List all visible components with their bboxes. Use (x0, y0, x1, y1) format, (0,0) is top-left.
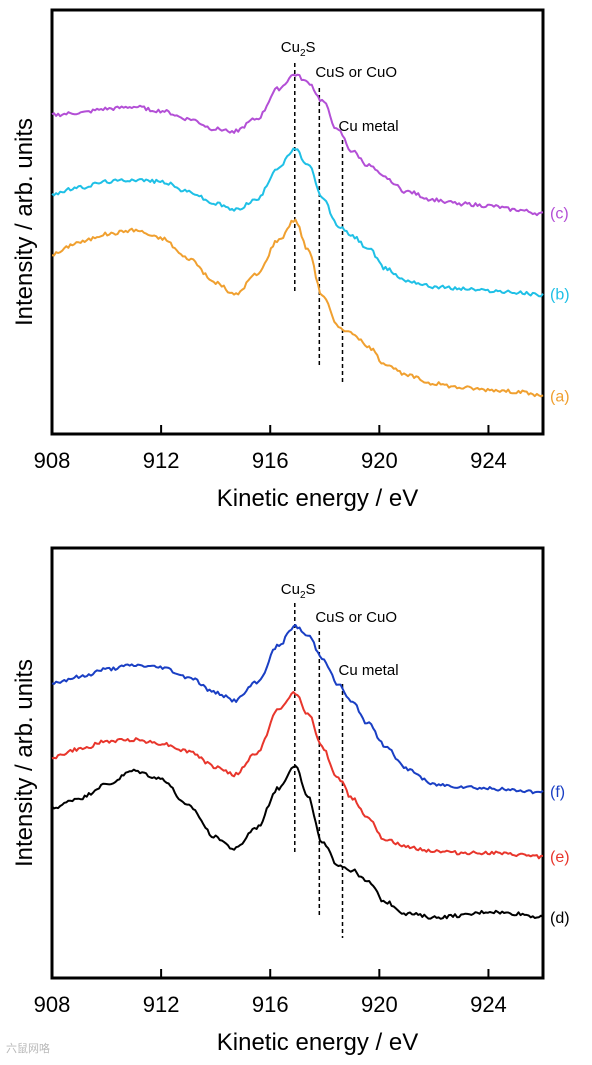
series-line (51, 691, 543, 860)
plot-frame (50, 546, 545, 980)
chart-bottom: 908 912 916 920 924 Kinetic energy / eV Intens… (11, 546, 570, 1056)
reference-label: Cu2S (281, 581, 316, 601)
series-line (51, 73, 544, 217)
series-line (51, 147, 544, 298)
watermark-text: 六鼠网咯 (6, 1043, 50, 1055)
plot-frame (50, 8, 545, 436)
y-axis-label: Intensity / arb. units (11, 118, 38, 326)
x-tick-label: 920 (361, 992, 398, 1017)
reference-label: CuS or CuO (315, 64, 397, 81)
x-tick-label: 924 (470, 992, 507, 1017)
series-label: (d) (550, 910, 570, 927)
series-line (51, 764, 544, 920)
x-tick-label: 916 (252, 992, 289, 1017)
x-tick-label: 908 (34, 448, 71, 473)
x-tick-label: 912 (143, 448, 180, 473)
x-axis-label: Kinetic energy / eV (217, 1029, 418, 1056)
y-axis-label: Intensity / arb. units (11, 659, 38, 867)
reference-label: Cu metal (339, 118, 399, 135)
series-label: (e) (550, 849, 570, 866)
x-tick-label: 924 (470, 448, 507, 473)
reference-label: Cu2S (281, 39, 316, 59)
series-line (51, 624, 544, 795)
series-label: (c) (550, 205, 569, 222)
series-label: (b) (550, 287, 570, 304)
x-tick-label: 908 (34, 992, 71, 1017)
x-tick-label: 920 (361, 448, 398, 473)
chart-top: 908 912 916 920 924 Kinetic energy / eV Intens… (11, 8, 570, 512)
reference-label: CuS or CuO (315, 609, 397, 626)
series-label: (f) (550, 784, 565, 801)
reference-label: Cu metal (339, 662, 399, 679)
series-label: (a) (550, 388, 570, 405)
x-axis-label: Kinetic energy / eV (217, 485, 418, 512)
x-tick-label: 916 (252, 448, 289, 473)
x-tick-label: 912 (143, 992, 180, 1017)
series-line (51, 218, 544, 398)
